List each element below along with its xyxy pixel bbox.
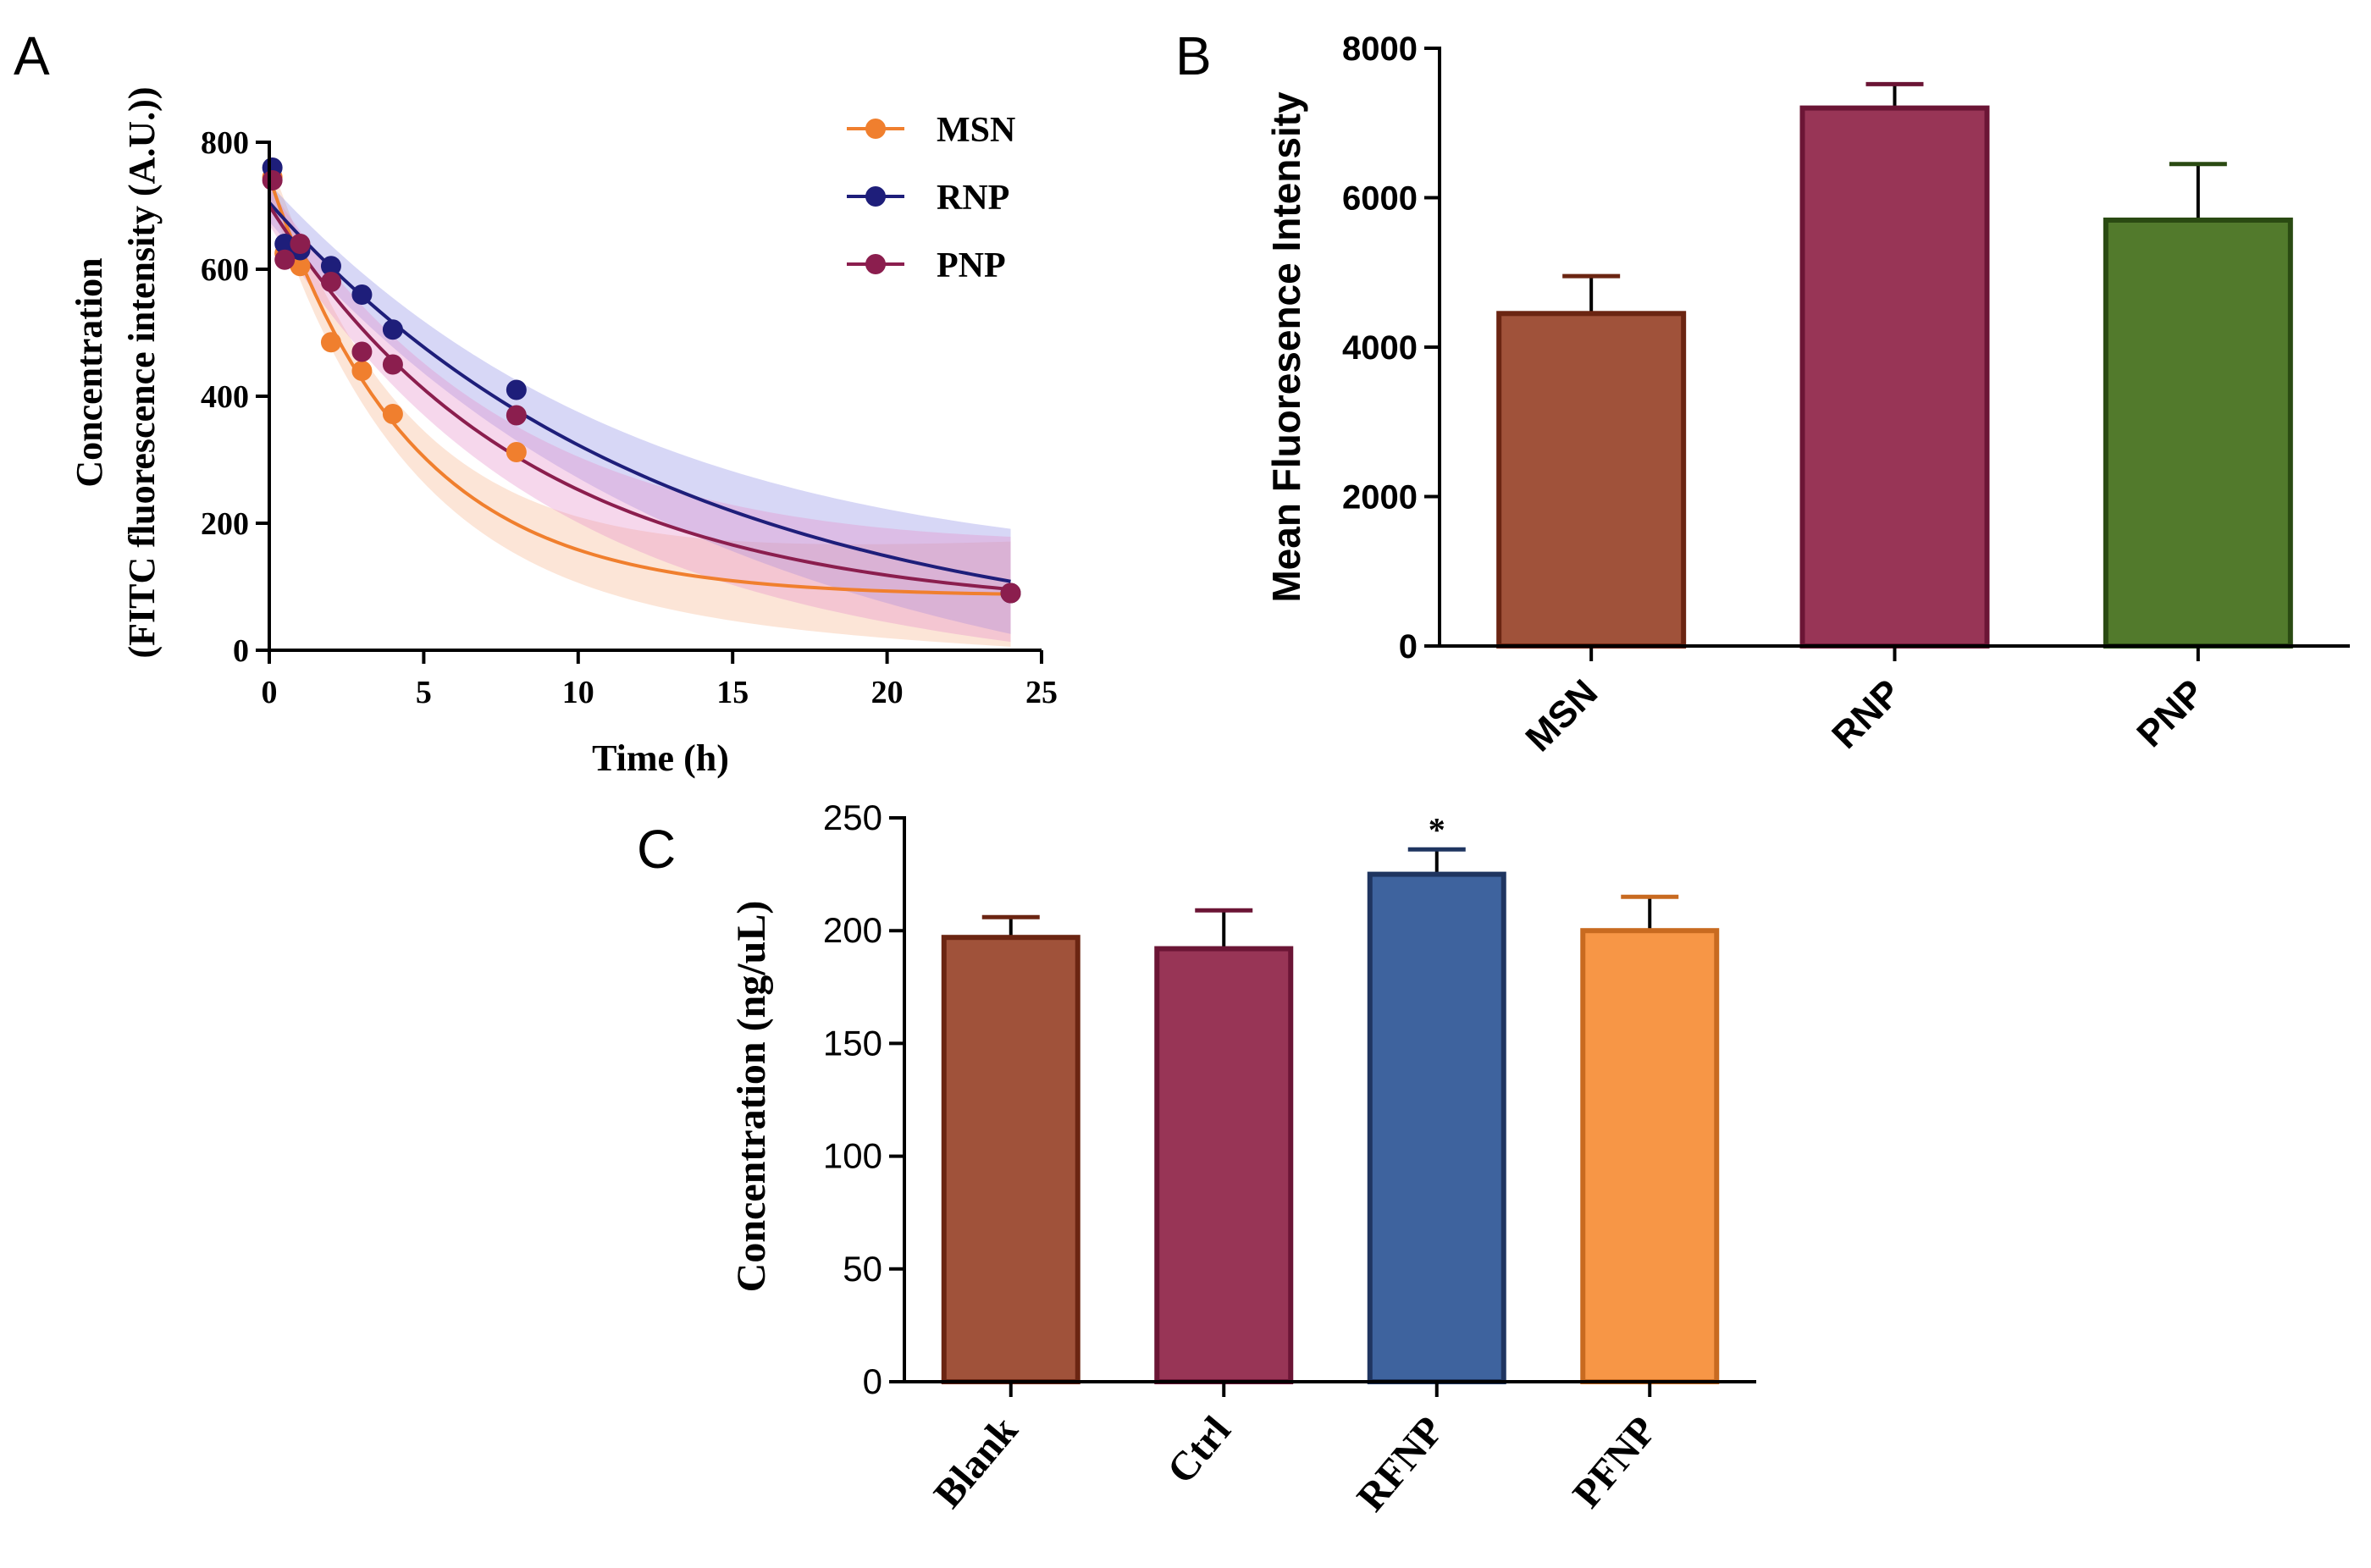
band-pnp <box>269 186 1011 643</box>
point-pnp-4 <box>351 341 373 362</box>
chart-b-y-tick-label: 8000 <box>1342 30 1418 68</box>
chart-c-bar-ctrl <box>1154 946 1294 1384</box>
chart-b-category-label-msn: MSN <box>1517 671 1606 759</box>
chart-a-y-tick-label: 0 <box>233 633 249 669</box>
point-msn-3 <box>320 332 341 353</box>
chart-a-y-tick-label: 600 <box>201 252 249 288</box>
chart-b-y-axis-label: Mean Fluoresence Intensity <box>1264 91 1308 603</box>
legend-label-rnp: RNP <box>937 179 1009 218</box>
chart-a-x-tick-label: 0 <box>262 675 278 710</box>
chart-b-y-tick-label: 4000 <box>1342 329 1418 367</box>
legend-marker-pnp <box>865 254 886 274</box>
chart-c-y-tick-label: 50 <box>843 1249 882 1289</box>
chart-a-y-axis-label-line2: (FITC fluorescence intensity (A.U.)) <box>121 87 163 659</box>
chart-a-y-axis-label-line1: Concentration <box>69 257 110 487</box>
chart-c-bar-blank <box>941 935 1080 1384</box>
chart-b-y-tick-label: 0 <box>1399 628 1418 665</box>
chart-a-confidence-bands <box>269 157 1011 647</box>
legend-label-msn: MSN <box>937 111 1015 150</box>
chart-c-bars: * <box>941 810 1720 1384</box>
point-pnp-3 <box>320 272 341 292</box>
chart-c-y-tick-label: 250 <box>823 798 882 837</box>
point-msn-4 <box>351 361 373 381</box>
chart-a-x-tick-label: 20 <box>871 675 904 710</box>
band-rnp <box>269 183 1011 634</box>
legend-label-pnp: PNP <box>937 246 1006 285</box>
chart-c-y-tick-label: 100 <box>823 1136 882 1176</box>
panel-label-b: B <box>1175 25 1212 86</box>
point-msn-6 <box>506 442 527 462</box>
point-rnp-6 <box>506 379 527 400</box>
chart-a-legend: MSN RNP PNP <box>847 111 1015 285</box>
chart-c-significance-rfnp: * <box>1429 810 1445 848</box>
chart-c-y-axis-label: Concentration (ng/uL) <box>729 901 774 1293</box>
chart-a-axes: 0 200 400 600 800 0 5 10 15 20 25 <box>201 125 1058 710</box>
legend-marker-rnp <box>865 186 886 207</box>
chart-b-bar-rnp <box>1799 105 1990 649</box>
chart-a-x-tick-label: 25 <box>1025 675 1058 710</box>
point-pnp-1 <box>274 249 296 270</box>
chart-c-category-label-rfnp: RFNP <box>1348 1408 1452 1520</box>
chart-c-category-label-ctrl: Ctrl <box>1158 1408 1239 1492</box>
chart-b-bars <box>1496 81 2293 649</box>
chart-b: MSN RNP PNP 0 2000 4000 6000 8000 Mean Fluorese… <box>1264 30 2350 759</box>
point-pnp-5 <box>382 354 403 375</box>
chart-c: * Blank Ctrl RFNP PFNP 0 50 100 150 200 250 Conce… <box>729 798 1756 1520</box>
chart-b-bar-msn <box>1496 311 1687 649</box>
chart-c-y-tick-label: 150 <box>823 1023 882 1063</box>
chart-c-bar-rfnp <box>1367 871 1506 1384</box>
point-rnp-3 <box>320 256 341 277</box>
chart-b-category-label-pnp: PNP <box>2129 671 2213 755</box>
point-msn-5 <box>382 404 403 424</box>
panel-label-a: A <box>14 25 50 86</box>
chart-b-y-tick-label: 2000 <box>1342 479 1418 516</box>
chart-a-x-tick-label: 5 <box>416 675 432 710</box>
point-msn-2 <box>290 256 311 277</box>
chart-b-category-label-rnp: RNP <box>1824 671 1909 756</box>
band-msn <box>269 157 1011 647</box>
chart-a: 0 200 400 600 800 0 5 10 15 20 25 MSN RNP PNP Time (… <box>69 87 1058 779</box>
chart-c-y-tick-label: 200 <box>823 910 882 950</box>
chart-a-y-tick-label: 400 <box>201 379 249 415</box>
chart-c-bar-pfnp <box>1580 928 1720 1384</box>
point-rnp-4 <box>351 284 373 305</box>
chart-a-x-axis-label: Time (h) <box>592 737 729 779</box>
chart-c-category-label-blank: Blank <box>926 1408 1027 1516</box>
chart-a-y-tick-label: 200 <box>201 506 249 542</box>
chart-c-category-label-pfnp: PFNP <box>1564 1408 1665 1516</box>
chart-b-bar-pnp <box>2103 217 2293 649</box>
point-pnp-2 <box>290 234 311 254</box>
point-pnp-0 <box>262 170 283 190</box>
chart-a-y-tick-label: 800 <box>201 125 249 161</box>
legend-marker-msn <box>865 119 886 139</box>
panel-label-c: C <box>637 819 676 880</box>
point-pnp-6 <box>506 405 527 426</box>
point-pnp-7 <box>1000 582 1021 604</box>
chart-b-y-tick-label: 6000 <box>1342 180 1418 218</box>
chart-a-data-points <box>262 157 1021 604</box>
chart-a-x-tick-label: 10 <box>562 675 594 710</box>
point-rnp-1 <box>274 234 296 254</box>
chart-c-y-tick-label: 0 <box>863 1361 882 1401</box>
point-rnp-5 <box>382 319 403 340</box>
chart-a-x-tick-label: 15 <box>716 675 749 710</box>
